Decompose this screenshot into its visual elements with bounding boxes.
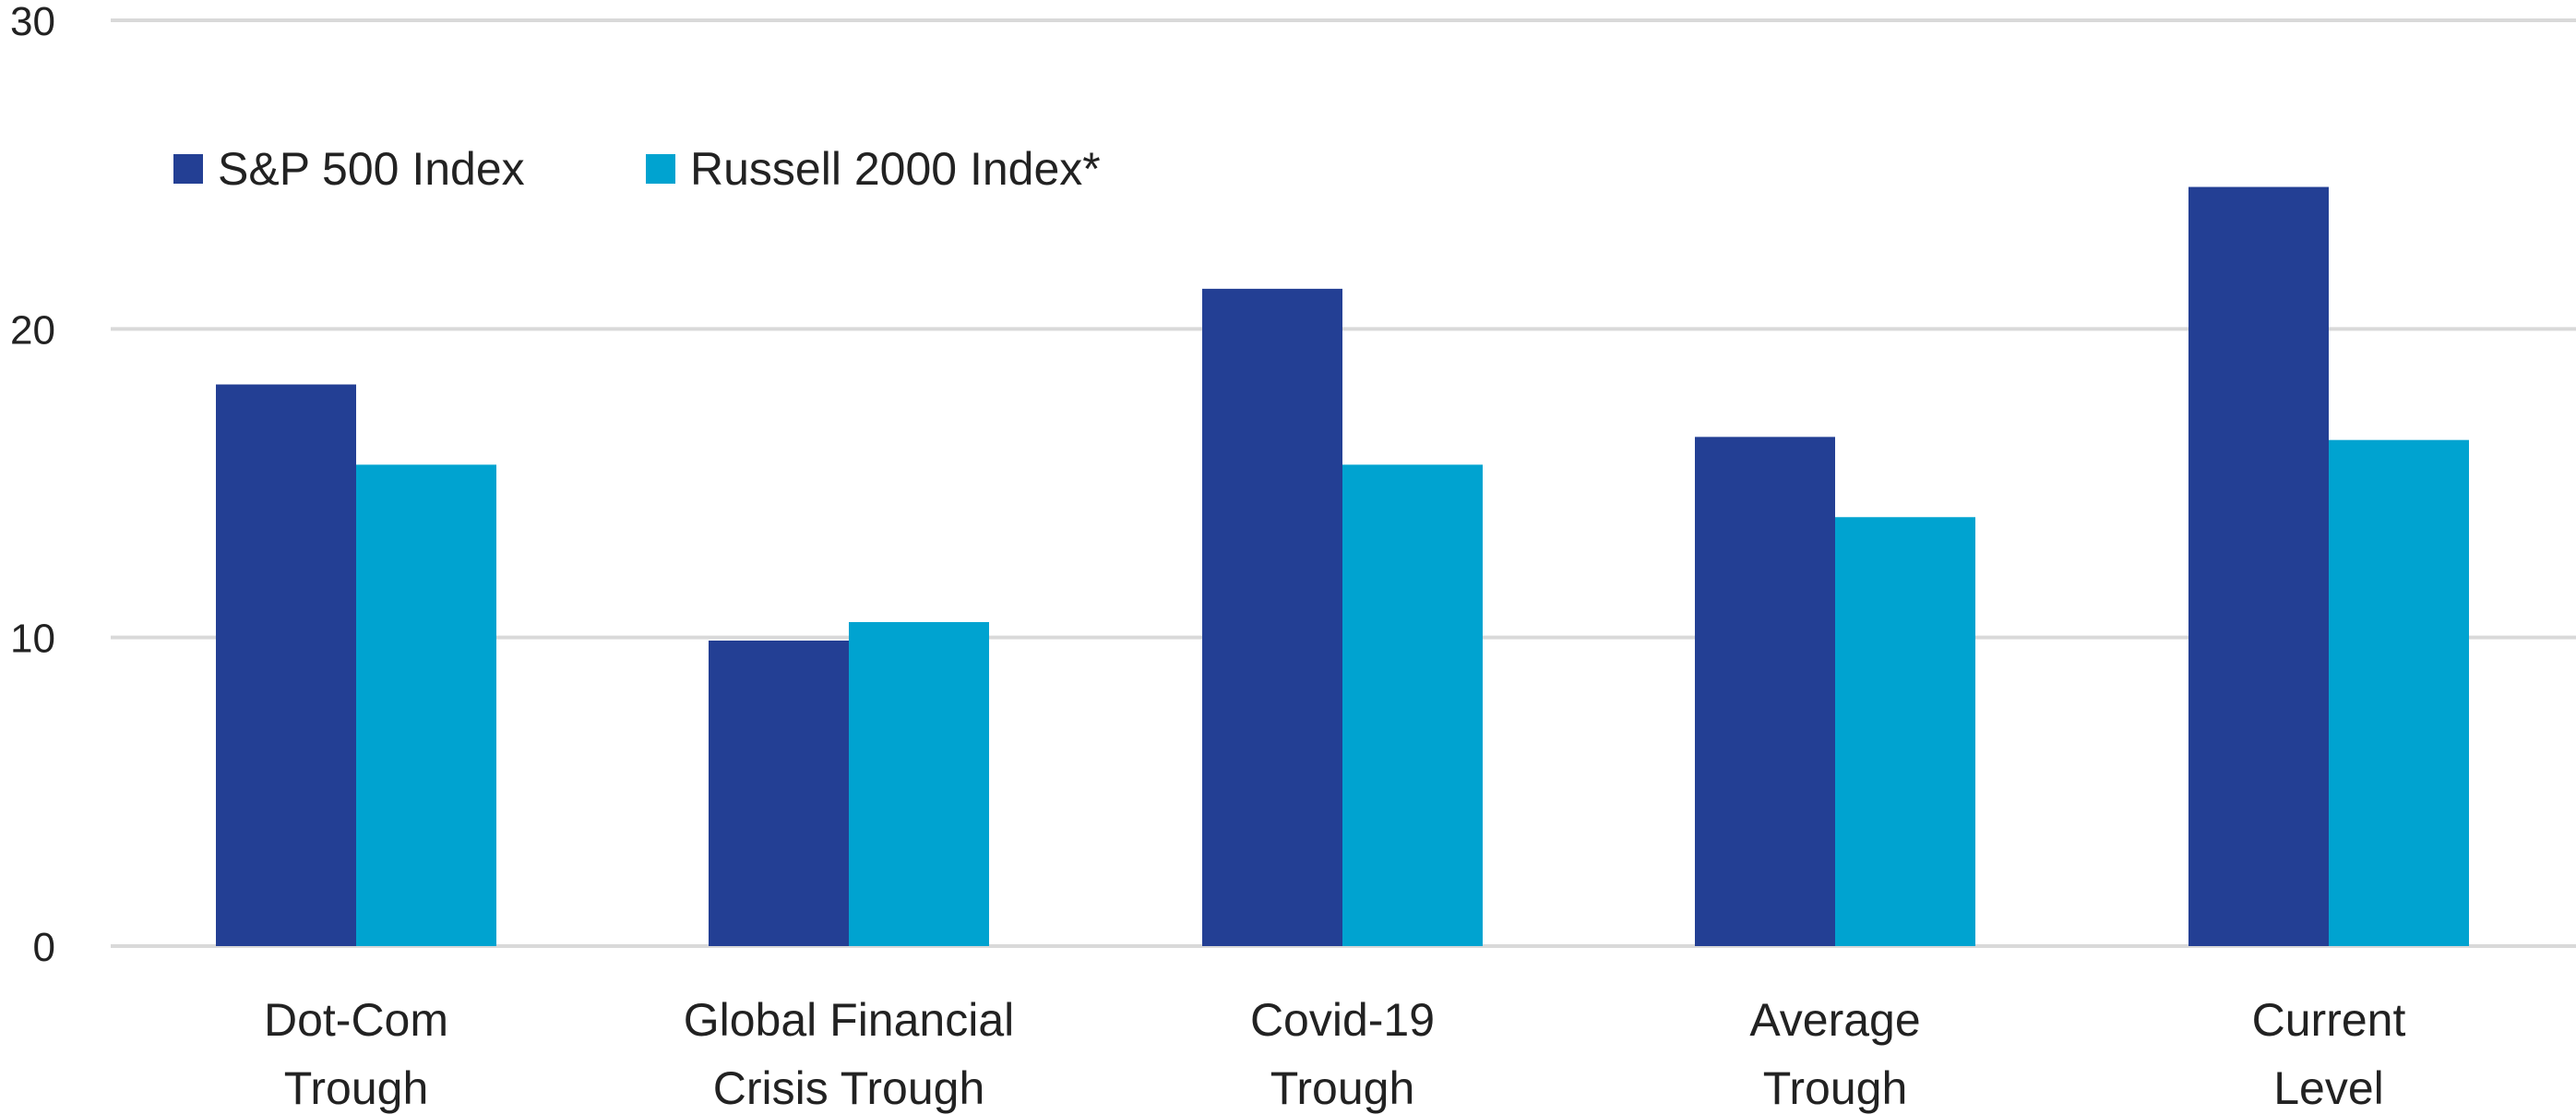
bar-series1-cat3 — [1835, 517, 1975, 946]
x-category-label-4: Current Level — [2252, 994, 2406, 1114]
bar-series0-cat2 — [1202, 288, 1342, 946]
legend-swatch-sp500 — [173, 154, 203, 184]
bar-series0-cat4 — [2188, 186, 2329, 947]
bar-series1-cat1 — [849, 621, 989, 946]
bar-series1-cat2 — [1342, 464, 1483, 946]
y-tick-label-20: 20 — [10, 307, 55, 353]
bar-series1-cat4 — [2329, 439, 2469, 946]
bar-series1-cat0 — [356, 464, 496, 946]
bar-series0-cat3 — [1695, 437, 1835, 947]
x-category-label-3: Average Trough — [1749, 994, 1920, 1114]
legend-label-sp500: S&P 500 Index — [218, 143, 525, 195]
x-axis-labels: Dot-Com Trough Global Financial Crisis Trou… — [264, 994, 2405, 1114]
y-tick-label-10: 10 — [10, 617, 55, 662]
legend-swatch-russell2000 — [646, 154, 675, 184]
y-axis-ticks: 0 10 20 30 — [10, 0, 55, 970]
y-tick-label-30: 30 — [10, 0, 55, 44]
legend: S&P 500 Index Russell 2000 Index* — [173, 143, 1101, 195]
x-category-label-2: Covid-19 Trough — [1250, 994, 1435, 1114]
bar-series0-cat1 — [709, 641, 849, 946]
x-category-label-0: Dot-Com Trough — [264, 994, 448, 1114]
y-tick-label-0: 0 — [33, 925, 55, 970]
bars — [216, 186, 2469, 947]
legend-label-russell2000: Russell 2000 Index* — [690, 143, 1101, 195]
bar-series0-cat0 — [216, 384, 356, 947]
x-category-label-1: Global Financial Crisis Trough — [684, 994, 1015, 1114]
